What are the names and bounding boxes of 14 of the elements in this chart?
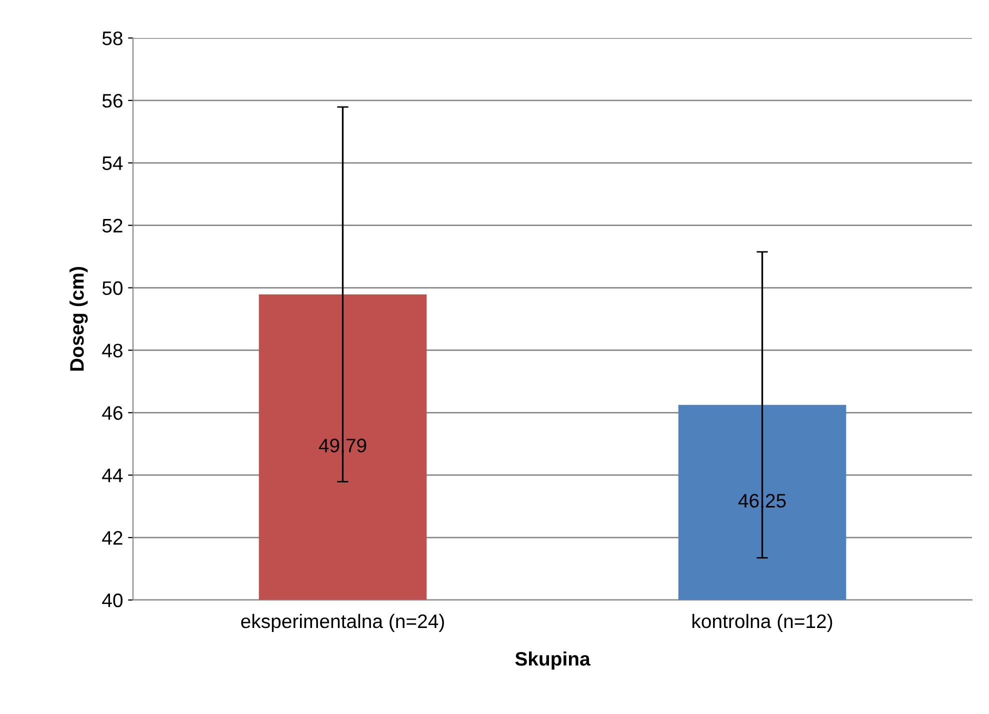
- y-axis-title: Doseg (cm): [70, 267, 88, 371]
- y-tick-label: 52: [102, 218, 122, 233]
- y-tick-label: 56: [102, 94, 122, 108]
- x-tick-label: kontrolna (n=12): [692, 614, 832, 632]
- y-tick-label: 44: [102, 468, 123, 482]
- y-tick-label: 54: [102, 156, 123, 170]
- y-tick-label: 50: [102, 281, 123, 296]
- y-tick-label: 40: [102, 593, 123, 608]
- x-tick-label: eksperimentalna (n=24): [241, 614, 444, 632]
- x-axis-title: Skupina: [515, 651, 590, 670]
- y-tick-label: 46: [102, 406, 122, 420]
- y-tick-label: 58: [102, 31, 122, 46]
- y-tick-label: 42: [102, 531, 122, 545]
- y-tick-label: 48: [102, 344, 122, 358]
